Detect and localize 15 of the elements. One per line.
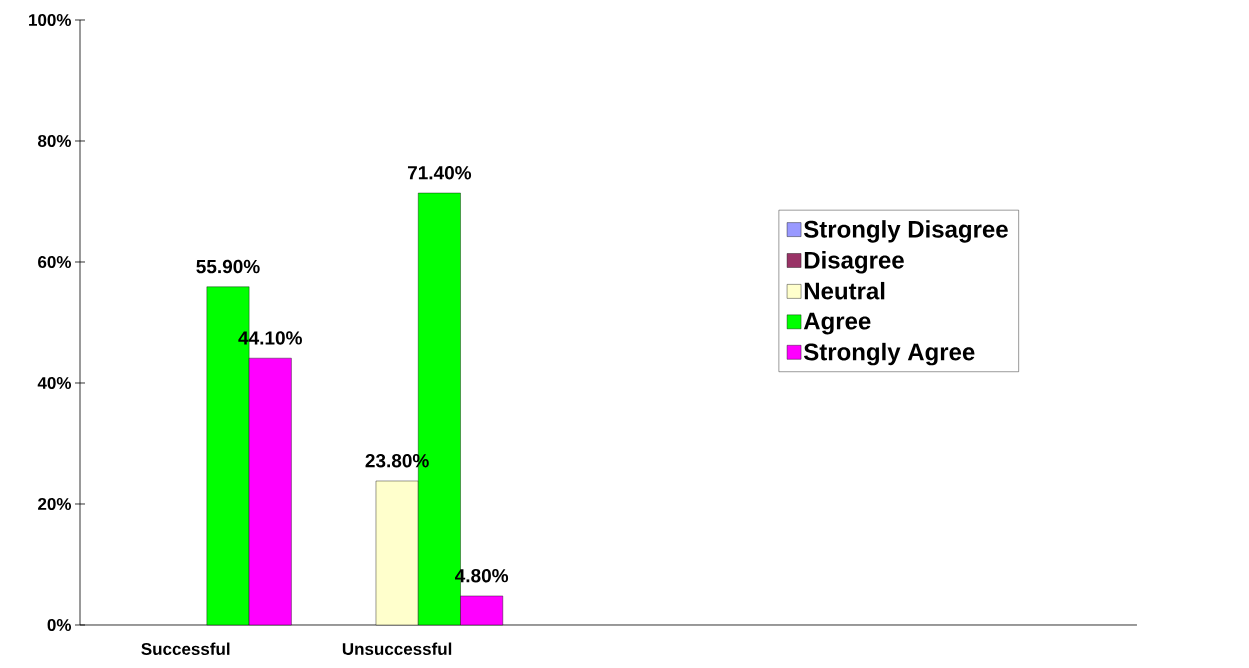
legend-label: Agree	[803, 312, 871, 335]
y-tick-label: 100%	[29, 13, 72, 27]
y-tick-label: 80%	[37, 134, 72, 148]
data-label: 55.90%	[196, 259, 260, 274]
legend-label: Disagree	[804, 251, 904, 274]
legend-label: Strongly Agree	[803, 342, 975, 366]
x-tick-label: Unsuccessful	[342, 642, 452, 656]
legend-label: Strongly Disagree	[803, 220, 1008, 243]
y-tick-label: 0%	[47, 618, 72, 632]
data-label: 71.40%	[407, 166, 472, 180]
legend-label: Neutral	[804, 281, 885, 300]
x-tick-label: Successful	[141, 642, 230, 656]
y-tick-label: 20%	[38, 497, 72, 511]
y-tick-label: 40%	[37, 376, 72, 390]
y-tick-label: 60%	[38, 255, 72, 269]
